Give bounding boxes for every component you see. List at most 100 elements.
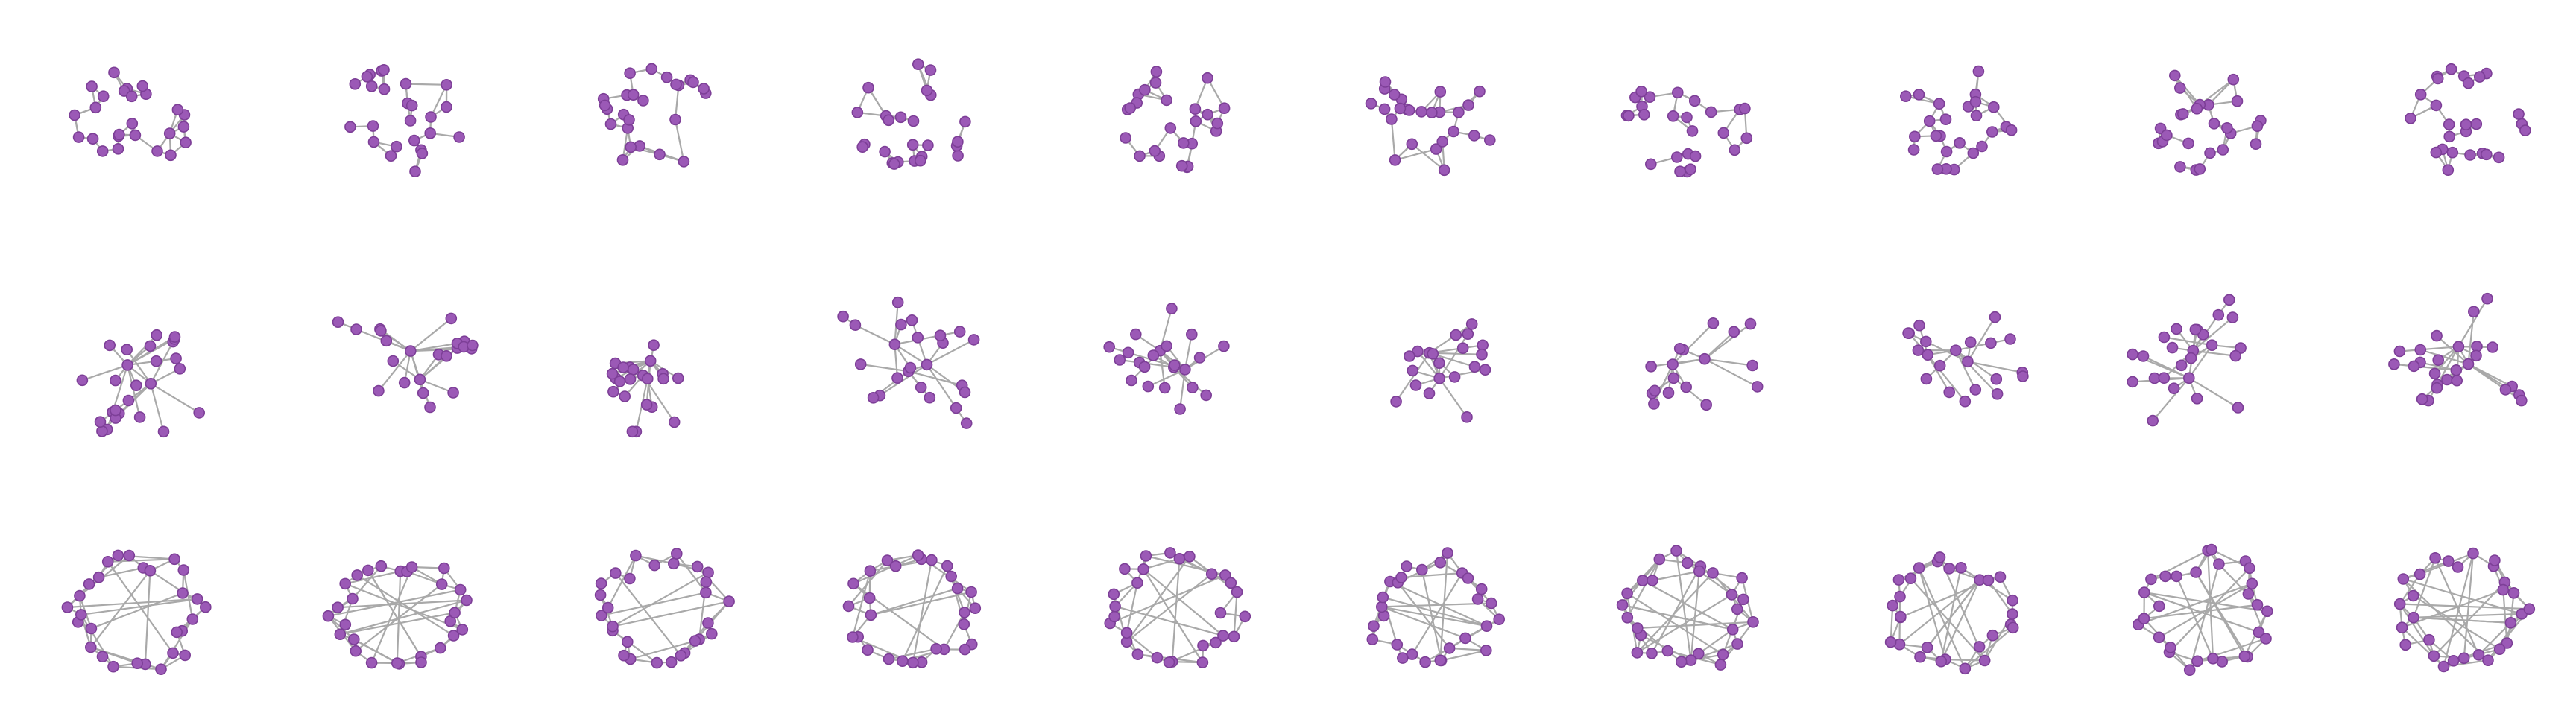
graph-node	[1471, 593, 1484, 605]
graph-node	[200, 601, 212, 613]
graph-edge	[1652, 364, 1674, 405]
graph-panel-r3-c8	[1884, 551, 2019, 675]
graph-node	[606, 367, 619, 380]
graph-node	[1922, 349, 1933, 361]
graph-node	[1717, 648, 1729, 661]
graph-node	[1645, 158, 1657, 171]
graph-node	[1673, 343, 1686, 355]
graph-node	[1700, 399, 1712, 411]
graph-panel-r1-c8	[1899, 65, 2018, 176]
graph-node	[2189, 323, 2202, 336]
graph-node	[1647, 575, 1658, 586]
graph-node	[907, 115, 920, 127]
graph-node	[344, 121, 356, 133]
graph-node	[2251, 598, 2264, 611]
graph-edge	[2463, 553, 2475, 659]
graph-node	[1151, 651, 1164, 664]
graph-node	[1959, 662, 1972, 675]
graph-node	[1397, 652, 1409, 664]
graph-edge	[1900, 579, 1989, 618]
graph-node	[1448, 371, 1461, 383]
graph-node	[155, 663, 167, 675]
graph-panel-r1-c4	[851, 58, 971, 170]
graph-node	[1442, 547, 1453, 559]
graph-node	[171, 626, 183, 639]
graph-node	[2165, 642, 2176, 653]
graph-node	[424, 401, 436, 414]
graph-node	[2431, 382, 2443, 394]
graph-edge	[150, 383, 165, 432]
graph-edge	[353, 639, 398, 664]
graph-node	[2145, 573, 2157, 586]
graph-node	[339, 577, 352, 590]
graph-node	[1137, 563, 1149, 575]
graph-node	[1228, 630, 1240, 643]
graph-node	[1389, 154, 1401, 166]
graph-edge	[1381, 606, 1466, 639]
graph-node	[687, 76, 699, 89]
graph-node	[1433, 357, 1445, 369]
graph-node	[96, 145, 109, 157]
graph-node	[2171, 570, 2182, 583]
graph-node	[416, 148, 429, 159]
graph-node	[623, 114, 635, 126]
graph-node	[2190, 566, 2202, 578]
graph-node	[952, 136, 964, 148]
graph-node	[1976, 140, 1988, 153]
graph-node	[668, 557, 680, 570]
graph-node	[706, 627, 718, 640]
graph-node	[1175, 159, 1188, 172]
graph-node	[365, 656, 378, 669]
graph-node	[350, 323, 362, 335]
graph-node	[2452, 341, 2465, 352]
graph-node	[92, 571, 105, 583]
graph-node	[405, 99, 418, 112]
graph-node	[1438, 164, 1450, 177]
graph-node	[1169, 359, 1181, 371]
graph-node	[897, 655, 909, 667]
graph-node	[449, 607, 461, 619]
graph-node	[960, 417, 973, 429]
graph-node	[1636, 575, 1649, 586]
graph-node	[1933, 551, 1946, 563]
graph-edge	[1672, 323, 1714, 365]
graph-node	[2191, 103, 2203, 115]
graph-node	[941, 560, 953, 572]
graph-node	[1406, 648, 1418, 660]
graph-node	[1406, 138, 1418, 151]
graph-node	[1379, 76, 1392, 88]
graph-node	[668, 416, 681, 428]
graph-node	[2217, 144, 2229, 156]
graph-node	[622, 636, 634, 648]
graph-edge	[1918, 567, 1946, 660]
graph-node	[2523, 603, 2536, 615]
graph-node	[2399, 639, 2412, 651]
graph-node	[373, 384, 385, 397]
graph-node	[2206, 339, 2218, 351]
graph-node	[2393, 345, 2406, 358]
graph-node	[651, 656, 663, 669]
graph-node	[2507, 587, 2520, 599]
graph-node	[1450, 329, 1462, 341]
graph-node	[678, 156, 690, 168]
graph-node	[2414, 89, 2427, 101]
graph-node	[847, 631, 859, 643]
graph-edge	[1143, 569, 1204, 663]
graph-node	[2174, 82, 2186, 94]
graph-node	[75, 609, 87, 621]
graph-edge	[1395, 148, 1436, 161]
graph-node	[1931, 163, 1944, 175]
graph-node	[1480, 620, 1493, 632]
graph-node	[1184, 550, 1196, 563]
graph-node	[84, 641, 97, 653]
graph-node	[2206, 543, 2217, 556]
graph-panel-r2-c5	[1103, 303, 1230, 415]
graph-edge	[2208, 78, 2235, 106]
graph-node	[1714, 659, 1727, 671]
graph-node	[958, 618, 970, 630]
graph-node	[1187, 382, 1199, 393]
graph-node	[362, 564, 374, 577]
graph-node	[1913, 562, 1925, 574]
graph-node	[347, 592, 359, 605]
graph-node	[1688, 95, 1701, 107]
